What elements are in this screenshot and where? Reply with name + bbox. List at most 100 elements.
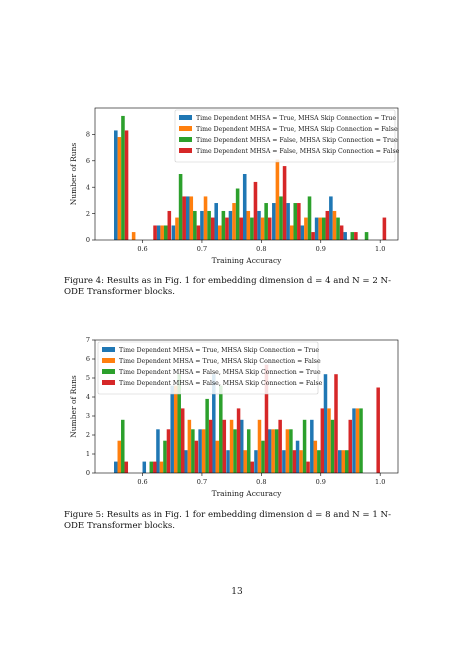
bar-series-3-bin-16 bbox=[336, 217, 340, 240]
bar-series-3-bin-9 bbox=[233, 429, 237, 473]
bar-series-2-bin-9 bbox=[232, 203, 236, 240]
bar-series-1-bin-1 bbox=[114, 461, 118, 473]
bar-series-1-bin-11 bbox=[257, 210, 261, 240]
bar-series-3-bin-6 bbox=[193, 210, 197, 240]
bar-series-4-bin-14 bbox=[311, 232, 315, 240]
x-tick-label: 0.9 bbox=[316, 245, 326, 253]
bar-series-1-bin-8 bbox=[212, 374, 216, 473]
x-tick-label: 0.7 bbox=[197, 245, 207, 253]
bar-series-2-bin-13 bbox=[285, 429, 290, 473]
y-tick-label: 0 bbox=[86, 236, 90, 244]
bar-series-4-bin-4 bbox=[167, 210, 172, 240]
bar-series-2-bin-11 bbox=[257, 419, 262, 473]
bar-series-3-bin-18 bbox=[364, 232, 369, 240]
bar-series-2-bin-13 bbox=[289, 225, 294, 240]
y-tick-label: 2 bbox=[86, 210, 90, 218]
bar-series-2-bin-14 bbox=[304, 217, 308, 240]
bar-series-2-bin-16 bbox=[332, 210, 337, 240]
bar-series-3-bin-12 bbox=[279, 196, 283, 240]
bar-series-3-bin-1 bbox=[121, 419, 125, 473]
legend-swatch-1 bbox=[102, 347, 115, 352]
bar-series-1-bin-16 bbox=[329, 196, 333, 240]
legend-label-2: Time Dependent MHSA = True, MHSA Skip Co… bbox=[196, 126, 398, 133]
bar-series-4-bin-1 bbox=[124, 130, 129, 240]
bar-series-1-bin-3 bbox=[142, 461, 147, 473]
figure-4-chart: 0.6 0.7 0.8 0.9 1.0 0 2 4 6 8 Training Accuracy Num… bbox=[69, 107, 400, 265]
bar-series-1-bin-7 bbox=[198, 429, 202, 473]
y-axis-label: Number of Runs bbox=[69, 143, 78, 206]
bar-series-3-bin-13 bbox=[293, 203, 298, 240]
bar-series-4-bin-6 bbox=[196, 225, 201, 240]
figure-5-chart: 0.6 0.7 0.8 0.9 1.0 0 1 2 3 4 5 6 7 Training Accuracy… bbox=[69, 336, 399, 498]
bar-series-4-bin-5 bbox=[180, 408, 185, 473]
x-tick-label: 0.7 bbox=[197, 478, 207, 486]
bar-series-1-bin-12 bbox=[272, 203, 276, 240]
bar-series-1-bin-8 bbox=[214, 203, 218, 240]
bar-series-1-bin-9 bbox=[228, 210, 233, 240]
bar-series-2-bin-12 bbox=[275, 159, 280, 240]
bar-series-3-bin-10 bbox=[250, 217, 254, 240]
legend-swatch-2 bbox=[102, 358, 115, 363]
x-tick-label: 0.6 bbox=[137, 478, 147, 486]
bar-series-1-bin-14 bbox=[295, 440, 300, 473]
bar-series-2-bin-1 bbox=[117, 137, 122, 240]
bar-series-4-bin-3 bbox=[153, 461, 157, 473]
legend-swatch-4 bbox=[102, 380, 115, 385]
y-tick-label: 8 bbox=[86, 131, 90, 139]
bar-series-4-bin-7 bbox=[208, 419, 213, 473]
bar-series-1-bin-9 bbox=[226, 450, 230, 473]
bar-series-1-bin-16 bbox=[323, 374, 328, 473]
bar-series-1-bin-4 bbox=[156, 429, 160, 473]
legend-label-3: Time Dependent MHSA = False, MHSA Skip C… bbox=[119, 369, 321, 376]
bar-series-2-bin-11 bbox=[260, 217, 265, 240]
x-tick-label: 0.8 bbox=[256, 478, 266, 486]
bar-series-4-bin-6 bbox=[194, 440, 199, 473]
bar-series-3-bin-15 bbox=[317, 450, 321, 473]
bar-series-2-bin-9 bbox=[229, 419, 234, 473]
bar-series-4-bin-11 bbox=[267, 217, 272, 240]
bar-series-2-bin-18 bbox=[355, 408, 360, 473]
bar-series-2-bin-8 bbox=[215, 440, 220, 473]
bar-series-3-bin-5 bbox=[178, 174, 183, 240]
legend-box bbox=[97, 341, 319, 395]
x-axis-label: Training Accuracy bbox=[212, 489, 283, 498]
bar-series-1-bin-15 bbox=[310, 419, 314, 473]
bar-series-3-bin-7 bbox=[207, 210, 211, 240]
bar-series-4-bin-12 bbox=[282, 166, 287, 240]
y-tick-label: 6 bbox=[86, 355, 90, 363]
bar-series-2-bin-2 bbox=[131, 232, 136, 240]
bar-series-3-bin-3 bbox=[149, 461, 154, 473]
bar-series-3-bin-16 bbox=[330, 419, 335, 473]
bar-series-1-bin-5 bbox=[171, 225, 176, 240]
legend-swatch-3 bbox=[102, 369, 115, 374]
bar-series-3-bin-7 bbox=[205, 398, 209, 473]
figure-4: 0.6 0.7 0.8 0.9 1.0 0 2 4 6 8 Training Accuracy Num… bbox=[60, 100, 410, 269]
bar-series-4-bin-15 bbox=[320, 408, 325, 473]
legend-swatch-1 bbox=[179, 115, 192, 120]
bar-series-1-bin-7 bbox=[200, 210, 204, 240]
bar-series-3-bin-14 bbox=[302, 419, 307, 473]
bar-series-4-bin-16 bbox=[334, 374, 338, 473]
bar-series-4-bin-11 bbox=[264, 364, 269, 473]
figure-4-caption: Figure 4: Results as in Fig. 1 for embed… bbox=[64, 276, 391, 297]
figure-5: 0.6 0.7 0.8 0.9 1.0 0 1 2 3 4 5 6 7 Training Accuracy… bbox=[60, 330, 410, 504]
bar-series-3-bin-6 bbox=[191, 429, 195, 473]
bar-series-2-bin-10 bbox=[246, 210, 251, 240]
bar-series-1-bin-1 bbox=[114, 130, 118, 240]
bar-series-4-bin-8 bbox=[225, 217, 229, 240]
bar-series-2-bin-15 bbox=[313, 440, 318, 473]
x-axis-label: Training Accuracy bbox=[212, 256, 283, 265]
y-tick-label: 0 bbox=[86, 469, 90, 477]
bar-series-2-bin-5 bbox=[175, 217, 179, 240]
bar-series-2-bin-16 bbox=[327, 408, 331, 473]
bar-series-4-bin-5 bbox=[182, 196, 186, 240]
bar-series-2-bin-6 bbox=[189, 196, 194, 240]
bar-series-4-bin-13 bbox=[292, 450, 297, 473]
bar-series-3-bin-11 bbox=[261, 440, 265, 473]
bar-series-4-bin-3 bbox=[153, 225, 157, 240]
bar-series-1-bin-10 bbox=[242, 174, 247, 240]
x-tick-label: 0.8 bbox=[256, 245, 266, 253]
bar-series-2-bin-8 bbox=[217, 225, 222, 240]
bar-series-2-bin-4 bbox=[159, 461, 164, 473]
bar-series-4-bin-19 bbox=[382, 217, 387, 240]
